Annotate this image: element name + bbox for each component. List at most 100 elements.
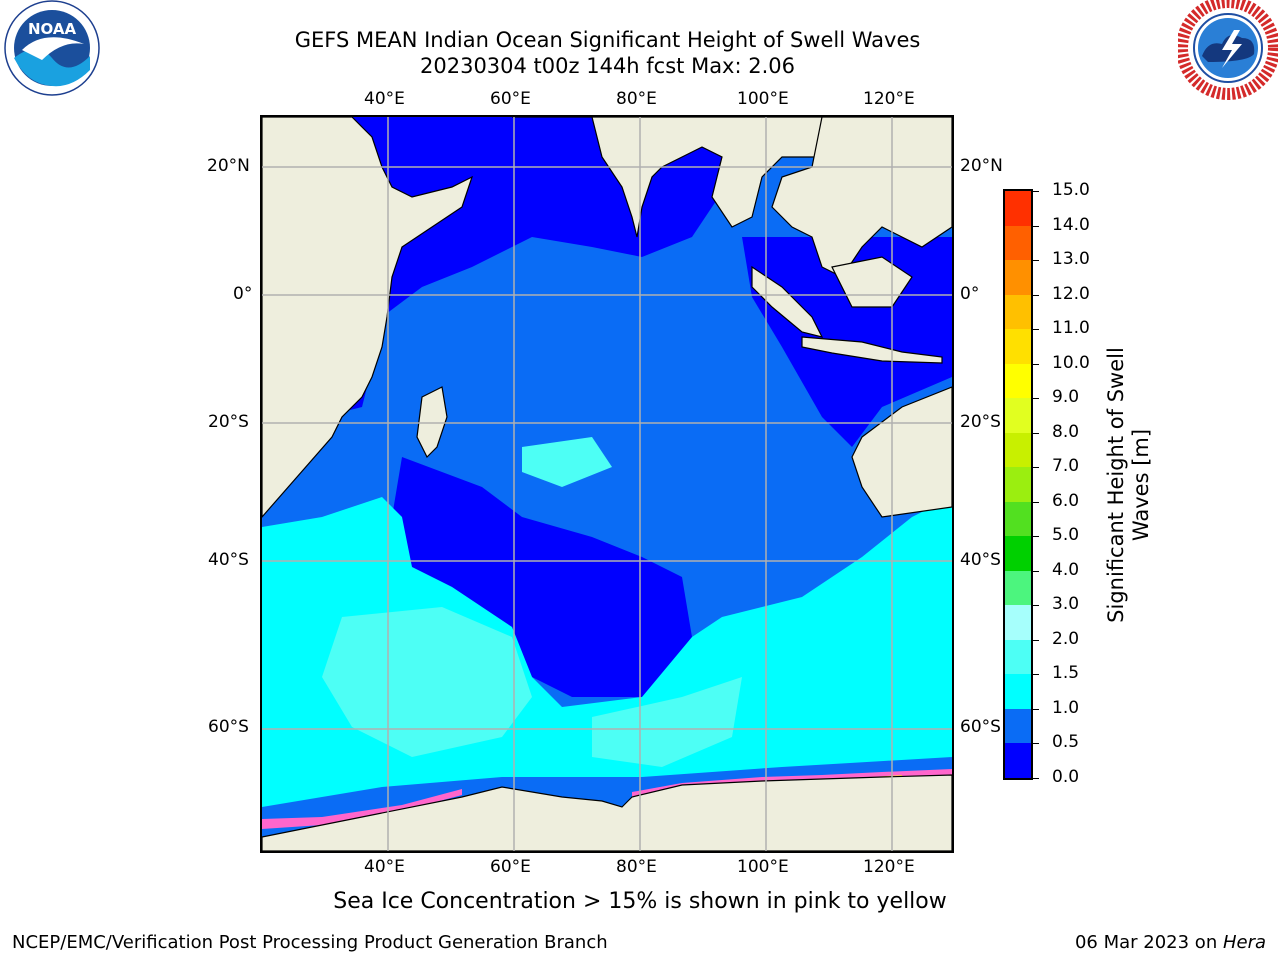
- lon-label-top: 120°E: [863, 89, 915, 109]
- lat-label-right: 20°S: [960, 412, 1001, 432]
- colorbar-tick: [1033, 294, 1039, 296]
- colorbar-segment: [1005, 225, 1031, 261]
- colorbar-tick: [1033, 363, 1039, 365]
- colorbar-tick: [1033, 708, 1039, 710]
- swell-band-1-5: [322, 607, 532, 757]
- noaa-logo: NOAA: [4, 0, 100, 96]
- lat-label-right: 60°S: [960, 717, 1001, 737]
- lat-label-right: 40°S: [960, 550, 1001, 570]
- colorbar-tick: [1033, 398, 1039, 400]
- colorbar-segment: [1005, 604, 1031, 640]
- land-madagascar: [416, 386, 448, 459]
- lat-label-left: 0°: [233, 284, 253, 304]
- colorbar-tick: [1033, 570, 1039, 572]
- lat-label-right: 0°: [960, 284, 980, 304]
- colorbar-tick-label: 8.0: [1052, 421, 1080, 442]
- lon-label-bottom: 80°E: [616, 857, 657, 877]
- colorbar-tick-label: 14.0: [1052, 214, 1090, 235]
- land-india: [512, 117, 823, 238]
- colorbar-tick-label: 10.0: [1052, 352, 1090, 373]
- colorbar-tick: [1033, 639, 1039, 641]
- chart-title: GEFS MEAN Indian Ocean Significant Heigh…: [240, 27, 975, 79]
- colorbar-segment: [1005, 639, 1031, 675]
- host-name: Hera: [1222, 932, 1266, 953]
- swell-band-1-0: [262, 497, 952, 851]
- colorbar-segment: [1005, 397, 1031, 433]
- land-southeast-asia: [771, 117, 952, 278]
- lat-label-left: 40°S: [208, 550, 249, 570]
- colorbar-segment: [1005, 466, 1031, 502]
- colorbar-segment: [1005, 432, 1031, 468]
- land-sumatra: [751, 265, 824, 338]
- lat-label-left: 60°S: [208, 717, 249, 737]
- lon-label-top: 40°E: [364, 89, 405, 109]
- colorbar-tick-label: 2.0: [1052, 628, 1080, 649]
- lon-label-bottom: 60°E: [490, 857, 531, 877]
- colorbar-segment: [1005, 708, 1031, 744]
- colorbar-tick: [1033, 778, 1039, 779]
- colorbar-tick-label: 12.0: [1052, 283, 1090, 304]
- sea-ice-note: Sea Ice Concentration > 15% is shown in …: [333, 889, 947, 914]
- lon-label-bottom: 120°E: [863, 857, 915, 877]
- colorbar-tick: [1033, 260, 1039, 262]
- colorbar-tick: [1033, 605, 1039, 607]
- colorbar-tick-label: 7.0: [1052, 456, 1080, 477]
- colorbar-tick-label: 11.0: [1052, 318, 1090, 339]
- colorbar-segment: [1005, 673, 1031, 709]
- colorbar-tick: [1033, 467, 1039, 469]
- colorbar-tick-label: 1.0: [1052, 697, 1080, 718]
- colorbar-segment: [1005, 294, 1031, 330]
- land-antarctica: [262, 774, 952, 851]
- colorbar-tick-label: 9.0: [1052, 387, 1080, 408]
- colorbar-tick: [1033, 225, 1039, 227]
- colorbar-segment: [1005, 328, 1031, 364]
- lat-label-left: 20°S: [208, 412, 249, 432]
- colorbar-tick: [1033, 432, 1039, 434]
- colorbar-tick-label: 15.0: [1052, 180, 1090, 200]
- nws-logo: [1178, 0, 1278, 100]
- lon-label-bottom: 100°E: [737, 857, 789, 877]
- credit-date: 06 Mar 2023 on Hera: [1075, 932, 1266, 953]
- colorbar-tick-label: 1.5: [1052, 663, 1080, 684]
- colorbar-tick-label: 6.0: [1052, 490, 1080, 511]
- colorbar-tick-label: 5.0: [1052, 525, 1080, 546]
- svg-text:NOAA: NOAA: [28, 20, 77, 38]
- title-line-2: 20230304 t00z 144h fcst Max: 2.06: [420, 54, 795, 78]
- colorbar-tick: [1033, 674, 1039, 676]
- lat-label-right: 20°N: [960, 156, 1003, 176]
- colorbar-tick-label: 4.0: [1052, 559, 1080, 580]
- colorbar-segment: [1005, 535, 1031, 571]
- colorbar-tick-label: 0.0: [1052, 767, 1080, 787]
- colorbar-segment: [1005, 501, 1031, 537]
- land-australia: [851, 386, 952, 518]
- date-text: 06 Mar 2023 on: [1074, 932, 1223, 953]
- colorbar-tick: [1033, 191, 1039, 192]
- colorbar-tick: [1033, 329, 1039, 331]
- swell-height-map: [262, 117, 952, 851]
- sea-ice-band: [262, 789, 462, 829]
- colorbar-segment: [1005, 191, 1031, 226]
- land-africa: [262, 117, 474, 518]
- colorbar-tick: [1033, 743, 1039, 745]
- swell-band-central: [392, 457, 692, 697]
- colorbar-segment: [1005, 570, 1031, 606]
- lon-label-top: 60°E: [490, 89, 531, 109]
- ocean-map: [260, 115, 954, 853]
- colorbar-tick: [1033, 536, 1039, 538]
- lon-label-bottom: 40°E: [364, 857, 405, 877]
- colorbar-segment: [1005, 259, 1031, 295]
- colorbar-tick-label: 0.5: [1052, 732, 1080, 753]
- lon-label-top: 80°E: [616, 89, 657, 109]
- credit-branch: NCEP/EMC/Verification Post Processing Pr…: [12, 932, 608, 953]
- lat-label-left: 20°N: [207, 156, 250, 176]
- colorbar: [1003, 189, 1033, 780]
- grid-lines: [262, 117, 952, 851]
- colorbar-tick: [1033, 501, 1039, 503]
- colorbar-tick-label: 3.0: [1052, 594, 1080, 615]
- colorbar-segment: [1005, 363, 1031, 399]
- colorbar-segment: [1005, 742, 1031, 778]
- title-line-1: GEFS MEAN Indian Ocean Significant Heigh…: [294, 28, 921, 52]
- colorbar-tick-label: 13.0: [1052, 249, 1090, 270]
- lon-label-top: 100°E: [737, 89, 789, 109]
- colorbar-title: Significant Height of Swell Waves [m]: [1104, 347, 1153, 623]
